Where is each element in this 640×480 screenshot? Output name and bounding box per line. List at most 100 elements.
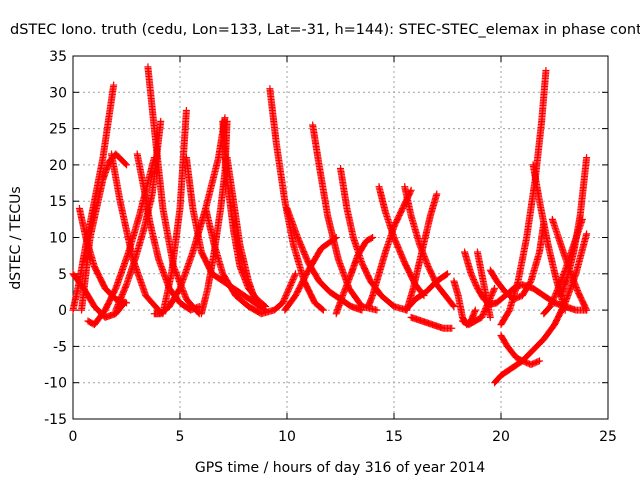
- axis-ticks: 0 5 10 15 20 25 -15 -10 -5 0 5 10 15 20 25 30 35: [44, 49, 617, 445]
- data-point-trail: [418, 213, 434, 256]
- x-tick-label: 20: [492, 429, 510, 445]
- data-point-trail: [131, 228, 147, 263]
- data-point-trail: [337, 165, 351, 211]
- x-tick-label: 25: [599, 429, 617, 445]
- data-point-trail: [512, 353, 525, 364]
- data-point-trail: [236, 241, 252, 284]
- data-point-trail: [197, 286, 211, 318]
- x-tick-label: 5: [176, 429, 185, 445]
- data-point-trail: [112, 282, 130, 314]
- chart-title: dSTEC Iono. truth (cedu, Lon=133, Lat=-3…: [10, 22, 640, 38]
- data-point-trail: [251, 299, 270, 314]
- data-point-trail: [506, 279, 522, 314]
- data-point-trail: [450, 277, 462, 298]
- data-point-trail: [281, 197, 297, 247]
- data-point-trail: [78, 271, 90, 314]
- data-point-trail: [101, 286, 119, 314]
- y-tick-label: 15: [49, 194, 67, 210]
- data-point-trail: [529, 161, 543, 204]
- data-point-trail: [133, 150, 147, 189]
- data-point-trail: [454, 292, 466, 320]
- data-point-trail: [315, 277, 333, 295]
- data-series: [266, 85, 327, 314]
- data-series: [223, 154, 259, 303]
- data-point-trail: [289, 241, 308, 284]
- data-point-trail: [304, 259, 322, 284]
- data-point-trail: [529, 336, 547, 354]
- data-point-trail: [422, 278, 440, 296]
- y-tick-label: 30: [49, 85, 67, 101]
- data-point-trail: [240, 292, 258, 306]
- data-series: [281, 234, 340, 314]
- data-point-trail: [270, 300, 286, 314]
- data-point-trail: [244, 277, 259, 303]
- data-point-trail: [75, 204, 90, 240]
- data-point-trail: [279, 270, 300, 307]
- data-point-trail: [491, 372, 504, 387]
- data-point-trail: [230, 197, 244, 247]
- data-point-trail: [529, 284, 547, 299]
- data-point-trail: [574, 288, 591, 314]
- data-point-trail: [116, 197, 137, 262]
- data-point-trail: [150, 125, 167, 211]
- data-point-trail: [497, 332, 511, 349]
- data-point-trail: [390, 234, 408, 265]
- data-point-trail: [223, 154, 237, 204]
- data-point-trail: [99, 159, 113, 183]
- data-point-trail: [497, 365, 515, 379]
- data-point-trail: [439, 324, 456, 332]
- data-point-trail: [546, 289, 560, 310]
- data-point-trail: [217, 170, 229, 212]
- data-point-trail: [514, 235, 530, 285]
- data-point-trail: [441, 292, 458, 310]
- data-point-trail: [426, 190, 441, 220]
- data-point-trail: [465, 318, 478, 329]
- data-point-trail: [189, 204, 205, 254]
- y-tick-label: 0: [58, 303, 67, 319]
- data-point-trail: [345, 284, 365, 309]
- data-point-trail: [266, 85, 280, 146]
- data-point-trail: [572, 230, 591, 278]
- data-series: [529, 161, 569, 314]
- data-point-trail: [281, 293, 299, 314]
- data-series: [407, 313, 456, 332]
- y-tick-label: -15: [44, 412, 67, 428]
- data-point-trail: [324, 212, 342, 262]
- data-point-trail: [540, 322, 558, 343]
- data-point-trail: [486, 266, 500, 284]
- y-tick-label: 10: [49, 231, 67, 247]
- data-point-trail: [210, 241, 226, 276]
- data-point-trail: [202, 204, 218, 247]
- data-point-trail: [272, 139, 289, 204]
- data-point-trail: [176, 106, 190, 212]
- data-point-trail: [375, 183, 389, 215]
- data-point-trail: [142, 292, 163, 314]
- y-tick-label: 35: [49, 49, 67, 65]
- data-point-trail: [527, 357, 544, 369]
- data-point-trail: [473, 284, 487, 302]
- data-point-trail: [332, 293, 346, 318]
- data-point-trail: [82, 235, 94, 278]
- data-series: [337, 165, 411, 314]
- data-point-trail: [112, 150, 130, 169]
- data-point-trail: [493, 277, 508, 295]
- data-point-trail: [90, 155, 107, 205]
- data-point-trail: [219, 270, 239, 298]
- data-point-trail: [182, 295, 203, 318]
- x-axis-label: GPS time / hours of day 316 of year 2014: [195, 460, 485, 476]
- data-point-trail: [390, 206, 406, 231]
- y-tick-label: 5: [58, 267, 67, 283]
- data-point-trail: [518, 278, 534, 300]
- data-point-trail: [112, 249, 132, 292]
- y-tick-label: 25: [49, 122, 67, 138]
- data-point-trail: [411, 289, 429, 303]
- data-point-trail: [381, 208, 397, 240]
- data-point-trail: [315, 161, 331, 218]
- data-point-trail: [544, 241, 560, 284]
- data-point-trail: [358, 259, 374, 284]
- data-point-trail: [176, 249, 196, 292]
- data-point-trail: [311, 299, 327, 314]
- data-point-trail: [230, 226, 244, 269]
- data-series: [403, 190, 441, 314]
- data-point-trail: [482, 292, 494, 321]
